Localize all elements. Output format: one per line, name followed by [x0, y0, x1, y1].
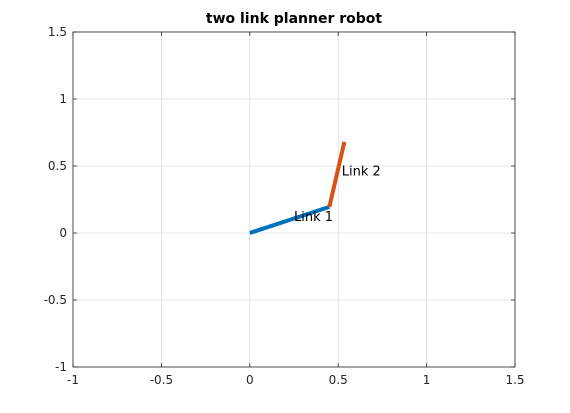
y-tick-label: 0.5 [48, 159, 67, 173]
x-tick-label: 0.5 [329, 373, 348, 387]
annotations: Link 1 Link 2 [294, 164, 381, 225]
x-tick-label: -0.5 [150, 373, 173, 387]
x-tick-label: 1.5 [505, 373, 524, 387]
annotation-link-1: Link 1 [294, 210, 333, 225]
ticks: -1 -0.5 0 0.5 1 1.5 -1 -0.5 0 0.5 1 1.5 [44, 25, 525, 387]
series [249, 141, 347, 235]
y-tick-label: 1 [59, 92, 67, 106]
y-tick-label: 1.5 [48, 25, 67, 39]
y-tick-label: 0 [59, 226, 67, 240]
series-line-link-1 [249, 204, 330, 235]
chart-title: two link planner robot [206, 11, 383, 27]
x-tick-label: 0 [246, 373, 254, 387]
x-tick-label: 1 [423, 373, 431, 387]
series-line-link-2 [327, 141, 347, 208]
annotation-link-2: Link 2 [342, 164, 381, 179]
y-tick-label: -0.5 [44, 293, 67, 307]
y-tick-label: -1 [55, 360, 67, 374]
axes-box [72, 31, 516, 368]
x-tick-label: -1 [67, 373, 79, 387]
